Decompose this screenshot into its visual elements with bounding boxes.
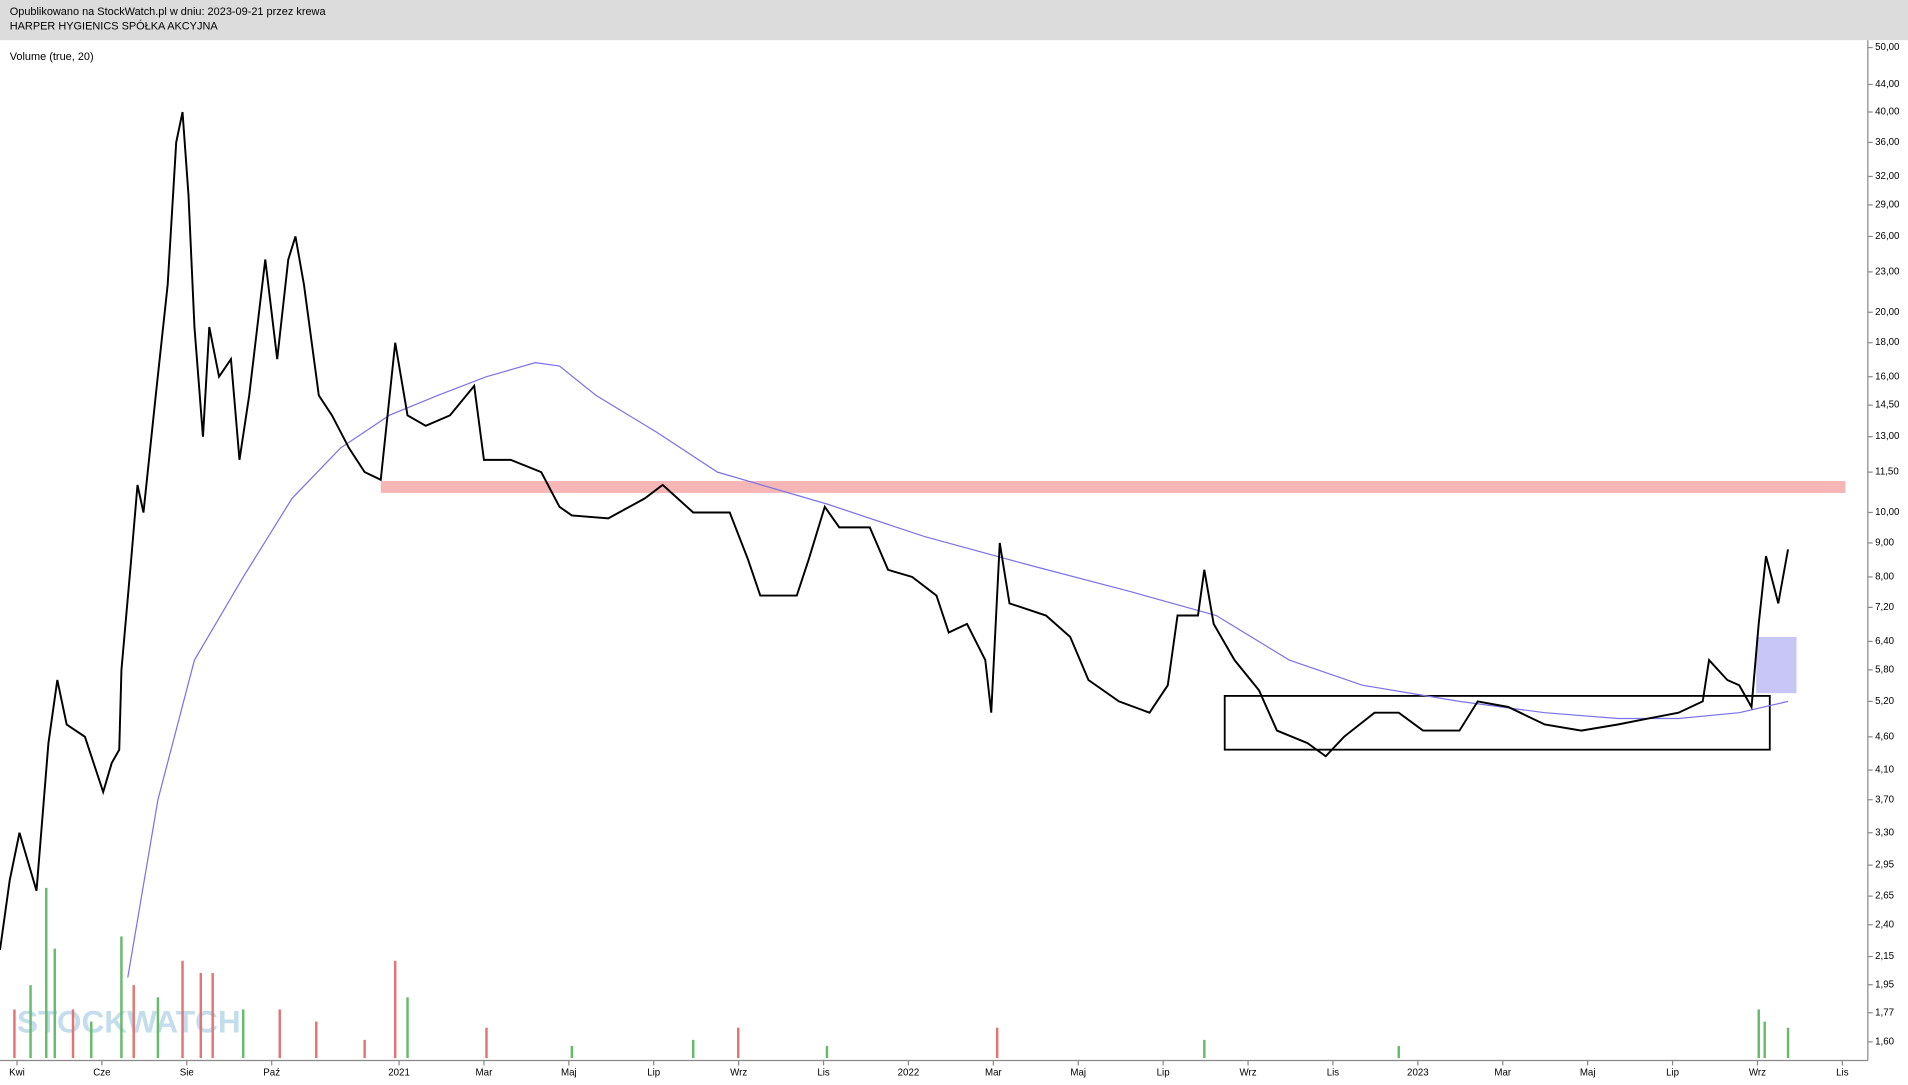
x-tick-label: Wrz (730, 1067, 747, 1078)
y-tick-label: 14,50 (1875, 400, 1900, 411)
y-tick-label: 1,95 (1875, 979, 1894, 990)
volume-bar (29, 985, 32, 1059)
x-tick-label: 2022 (898, 1067, 920, 1078)
annotation-box (1223, 694, 1771, 751)
x-tick-label: Sie (180, 1067, 194, 1078)
header-line: HARPER HYGIENICS SPÓŁKA AKCYJNA (10, 20, 219, 33)
annotation-fill (1756, 636, 1797, 694)
y-tick-label: 3,30 (1875, 827, 1895, 838)
volume-bar (485, 1027, 488, 1059)
y-tick-label: 20,00 (1875, 307, 1900, 318)
x-tick-label: Wrz (1240, 1067, 1257, 1078)
y-tick-label: 6,40 (1875, 636, 1895, 647)
x-tick-label: Maj (561, 1067, 577, 1078)
volume-bar (211, 972, 214, 1059)
x-tick-label: 2023 (1407, 1067, 1429, 1078)
x-tick-label: Wrz (1749, 1067, 1766, 1078)
x-tick-label: Lip (1666, 1067, 1679, 1078)
y-tick-label: 32,00 (1875, 171, 1900, 182)
volume-bar (692, 1039, 695, 1059)
y-tick-label: 1,77 (1875, 1007, 1894, 1018)
y-tick-label: 10,00 (1875, 507, 1900, 518)
volume-bar (278, 1009, 281, 1059)
x-tick-label: Mar (476, 1067, 494, 1078)
y-tick-label: 8,00 (1875, 572, 1895, 583)
x-tick-label: Lip (1157, 1067, 1170, 1078)
volume-bar (242, 1009, 245, 1059)
volume-bar (1203, 1039, 1206, 1059)
moving-average (127, 362, 1789, 978)
y-tick-label: 2,40 (1875, 919, 1895, 930)
volume-bar (1763, 1021, 1766, 1059)
volume-bar (132, 985, 135, 1059)
y-tick-label: 5,80 (1875, 664, 1895, 675)
y-tick-label: 7,20 (1875, 602, 1895, 613)
x-tick-label: Lis (1327, 1067, 1340, 1078)
volume-bar (737, 1027, 740, 1059)
y-tick-label: 2,65 (1875, 891, 1894, 902)
volume-bar (13, 1009, 16, 1059)
volume-bar (995, 1027, 999, 1059)
volume-bar (1786, 1027, 1790, 1059)
volume-bar (363, 1039, 366, 1059)
volume-bar (825, 1045, 829, 1059)
volume-bar (199, 972, 203, 1059)
x-tick-label: Lip (647, 1067, 660, 1078)
x-tick-label: Paź (263, 1067, 280, 1078)
volume-bar (406, 997, 409, 1059)
volume-bar (315, 1021, 318, 1059)
volume-bar (181, 960, 184, 1059)
y-tick-label: 26,00 (1875, 231, 1900, 242)
annotation-band (380, 481, 1846, 493)
indicator-label: Volume (true, 20) (10, 51, 94, 63)
volume-bar (90, 1021, 93, 1059)
price-line (0, 111, 1789, 950)
y-tick-label: 23,00 (1875, 266, 1900, 277)
y-tick-label: 50,00 (1875, 42, 1900, 53)
volume-bar (1757, 1009, 1760, 1059)
x-tick-label: Maj (1070, 1067, 1086, 1078)
x-tick-label: Mar (1494, 1067, 1512, 1078)
volume-bar (120, 936, 123, 1059)
y-tick-label: 44,00 (1875, 79, 1900, 90)
y-tick-label: 29,00 (1875, 199, 1900, 210)
y-tick-label: 40,00 (1875, 107, 1900, 118)
volume-bar (71, 1009, 75, 1059)
y-tick-label: 13,00 (1875, 431, 1900, 442)
y-tick-label: 4,10 (1875, 765, 1895, 776)
watermark: STOCKWATCH (17, 1003, 241, 1039)
header-bar (0, 0, 1908, 41)
x-tick-label: Maj (1580, 1067, 1596, 1078)
y-tick-label: 18,00 (1875, 337, 1900, 348)
y-tick-label: 5,20 (1875, 696, 1895, 707)
volume-bar (45, 887, 48, 1059)
y-tick-label: 2,15 (1875, 951, 1894, 962)
y-tick-label: 4,60 (1875, 731, 1895, 742)
y-tick-label: 11,50 (1875, 467, 1899, 478)
y-tick-label: 16,00 (1875, 371, 1900, 382)
x-tick-label: Lis (817, 1067, 830, 1078)
volume-bar (394, 960, 397, 1059)
y-tick-label: 3,70 (1875, 794, 1895, 805)
x-tick-label: Mar (985, 1067, 1003, 1078)
volume-bar (1397, 1045, 1400, 1059)
x-tick-label: Kwi (9, 1067, 25, 1078)
volume-bar (570, 1045, 574, 1059)
y-tick-label: 2,95 (1875, 860, 1894, 871)
x-tick-label: Cze (93, 1067, 110, 1078)
volume-bar (156, 997, 160, 1059)
x-tick-label: 2021 (388, 1067, 410, 1078)
y-tick-label: 36,00 (1875, 137, 1900, 148)
y-tick-label: 1,60 (1875, 1036, 1895, 1047)
volume-bar (53, 948, 56, 1059)
header-line: Opublikowano na StockWatch.pl w dniu: 20… (10, 6, 327, 18)
x-tick-label: Lis (1836, 1067, 1849, 1078)
y-tick-label: 9,00 (1875, 537, 1895, 548)
